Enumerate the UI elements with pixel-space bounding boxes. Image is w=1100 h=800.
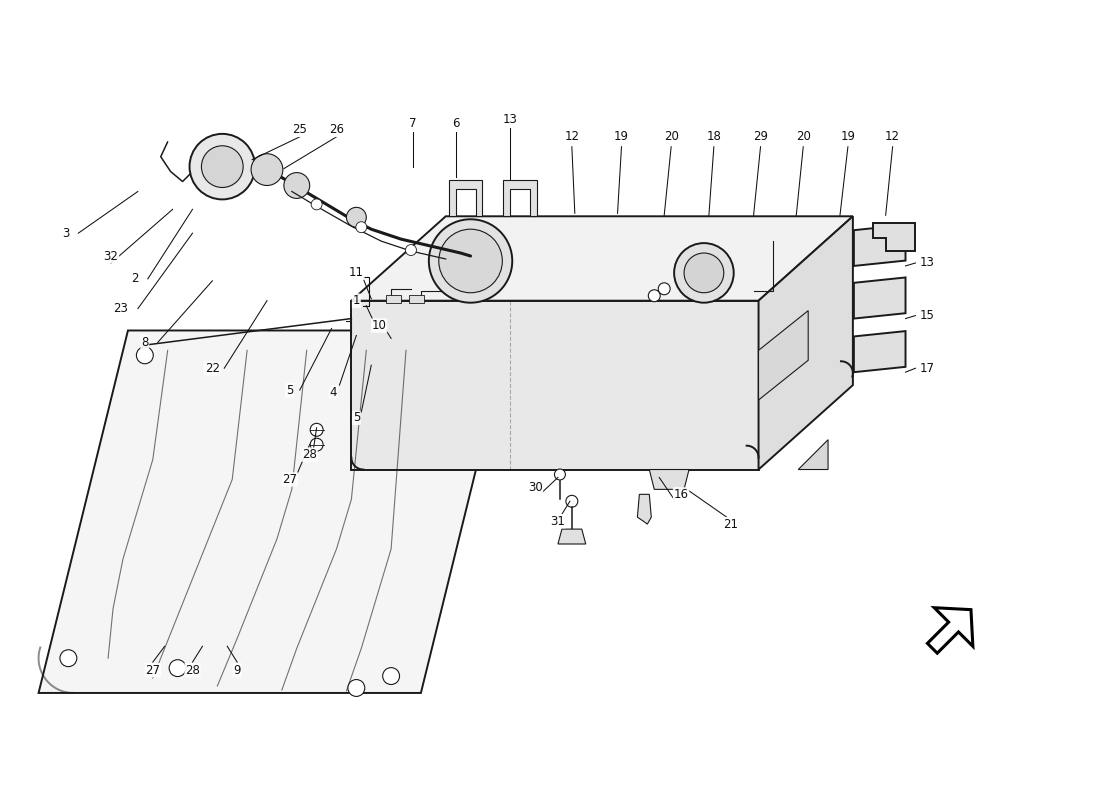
Text: 30: 30 — [528, 481, 542, 494]
Text: 19: 19 — [840, 130, 856, 143]
Circle shape — [311, 199, 322, 210]
Circle shape — [251, 154, 283, 186]
Circle shape — [554, 469, 565, 480]
Polygon shape — [558, 529, 585, 544]
Circle shape — [310, 438, 323, 451]
Text: 22: 22 — [205, 362, 220, 374]
Polygon shape — [449, 179, 483, 216]
Text: 16: 16 — [673, 488, 689, 501]
Text: 18: 18 — [706, 130, 722, 143]
Bar — [409, 294, 424, 302]
Polygon shape — [504, 179, 537, 216]
Circle shape — [348, 679, 365, 697]
Circle shape — [201, 146, 243, 187]
Polygon shape — [649, 470, 689, 490]
Text: 10: 10 — [372, 319, 386, 332]
Circle shape — [674, 243, 734, 302]
Text: EUROPES: EUROPES — [438, 302, 860, 379]
Circle shape — [346, 207, 366, 227]
Circle shape — [136, 347, 153, 364]
Circle shape — [406, 245, 417, 255]
Circle shape — [684, 253, 724, 293]
Text: 28: 28 — [302, 448, 317, 461]
Polygon shape — [927, 608, 972, 653]
Circle shape — [383, 668, 399, 685]
Circle shape — [429, 219, 513, 302]
Circle shape — [59, 650, 77, 666]
Polygon shape — [799, 440, 828, 470]
Text: 20: 20 — [663, 130, 679, 143]
Text: 31: 31 — [550, 514, 565, 528]
Polygon shape — [872, 223, 915, 251]
Text: 23: 23 — [113, 302, 129, 315]
Polygon shape — [351, 301, 759, 470]
Text: 32: 32 — [103, 250, 119, 262]
Polygon shape — [759, 310, 808, 400]
Text: 26: 26 — [329, 123, 344, 136]
Text: 13: 13 — [920, 257, 935, 270]
Polygon shape — [854, 278, 905, 318]
Text: 27: 27 — [283, 473, 297, 486]
Text: 13: 13 — [503, 114, 518, 126]
Text: 2: 2 — [131, 272, 139, 286]
Polygon shape — [854, 225, 905, 266]
Circle shape — [648, 290, 660, 302]
Circle shape — [169, 660, 186, 677]
Text: 29: 29 — [754, 130, 768, 143]
Bar — [386, 294, 402, 302]
Circle shape — [565, 495, 578, 507]
Text: 8: 8 — [141, 336, 149, 349]
Text: a panco from 1985: a panco from 1985 — [481, 422, 718, 446]
Text: 5: 5 — [353, 411, 360, 424]
Text: 12: 12 — [886, 130, 900, 143]
Text: 21: 21 — [723, 518, 738, 530]
Text: 27: 27 — [145, 664, 161, 677]
Polygon shape — [39, 330, 510, 693]
Text: 9: 9 — [233, 664, 241, 677]
Polygon shape — [351, 216, 852, 301]
Text: 7: 7 — [409, 118, 417, 130]
Text: 3: 3 — [62, 226, 69, 240]
Text: 15: 15 — [920, 309, 935, 322]
Text: 19: 19 — [614, 130, 629, 143]
Text: 11: 11 — [349, 266, 364, 279]
Circle shape — [310, 423, 323, 436]
Circle shape — [356, 222, 366, 233]
Circle shape — [284, 173, 310, 198]
Text: 17: 17 — [920, 362, 935, 374]
Text: 4: 4 — [330, 386, 338, 398]
Text: 25: 25 — [293, 123, 307, 136]
Text: 12: 12 — [564, 130, 580, 143]
Text: 20: 20 — [795, 130, 811, 143]
Polygon shape — [637, 494, 651, 524]
Text: 5: 5 — [286, 383, 294, 397]
Text: 1: 1 — [353, 294, 360, 307]
Circle shape — [189, 134, 255, 199]
Circle shape — [439, 229, 503, 293]
Text: 28: 28 — [185, 664, 200, 677]
Polygon shape — [854, 331, 905, 372]
Polygon shape — [759, 216, 852, 470]
Text: 6: 6 — [452, 118, 460, 130]
Circle shape — [658, 283, 670, 294]
